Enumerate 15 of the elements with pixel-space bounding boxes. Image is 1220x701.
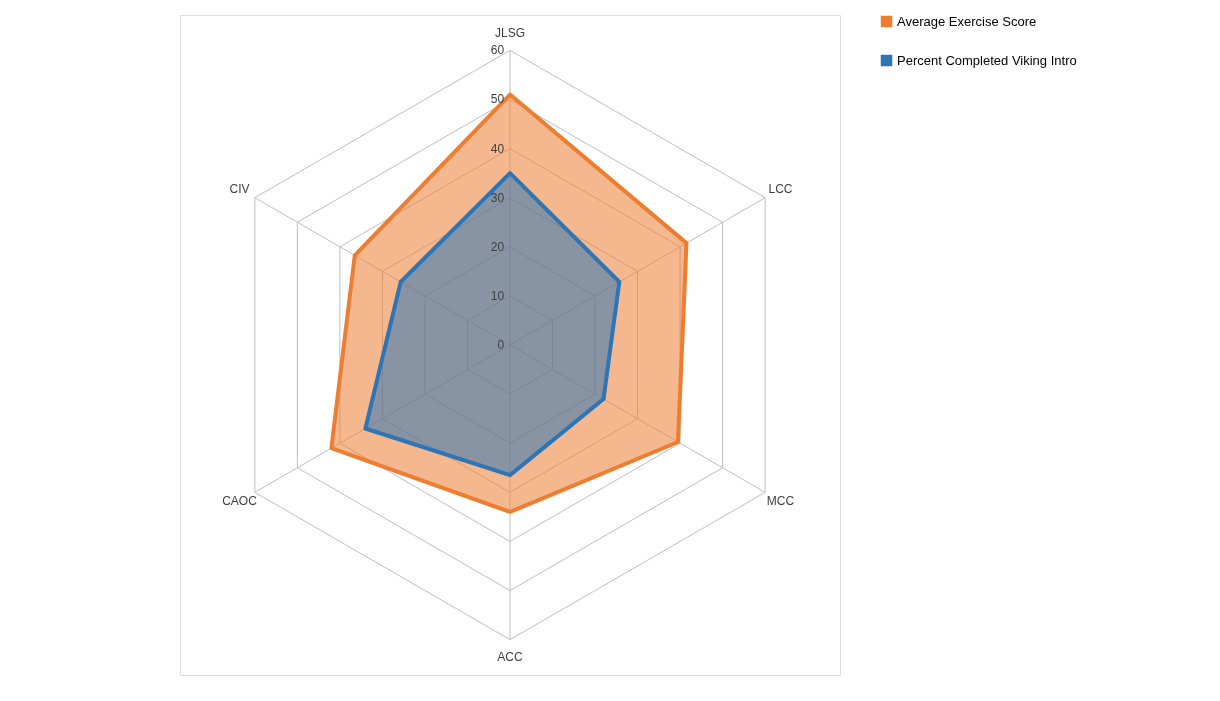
spoke-label: JLSG bbox=[494, 25, 526, 40]
spoke-label: ACC bbox=[497, 650, 523, 665]
y-tick-label: 30 bbox=[490, 190, 505, 205]
legend-label: Percent Completed Viking Intro bbox=[897, 52, 1077, 68]
y-tick-label: 10 bbox=[490, 288, 505, 303]
spoke-label: LCC bbox=[768, 181, 793, 196]
y-tick-label: 40 bbox=[490, 141, 505, 156]
legend-label: Average Exercise Score bbox=[897, 13, 1037, 29]
spoke-label: CIV bbox=[229, 181, 250, 196]
y-tick-label: 50 bbox=[490, 92, 505, 107]
y-tick-label: 60 bbox=[490, 43, 505, 58]
spoke-label: CAOC bbox=[222, 494, 258, 509]
y-tick-label: 20 bbox=[490, 239, 505, 254]
spoke-label: MCC bbox=[766, 494, 795, 509]
y-tick-label: 0 bbox=[497, 338, 505, 352]
